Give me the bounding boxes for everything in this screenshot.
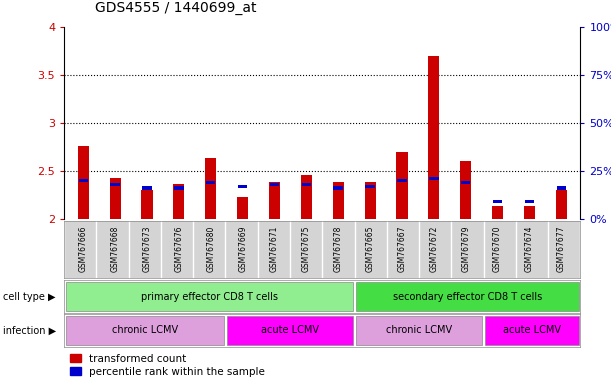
Text: secondary effector CD8 T cells: secondary effector CD8 T cells — [393, 291, 542, 302]
Bar — [174, 187, 184, 190]
Text: primary effector CD8 T cells: primary effector CD8 T cells — [141, 291, 278, 302]
Bar — [356, 316, 482, 345]
Bar — [428, 56, 439, 219]
Text: chronic LCMV: chronic LCMV — [386, 325, 452, 336]
Text: acute LCMV: acute LCMV — [503, 325, 561, 336]
Text: GSM767680: GSM767680 — [207, 225, 215, 272]
Bar — [111, 183, 120, 186]
Bar — [141, 190, 153, 219]
Bar — [270, 183, 279, 186]
Bar — [79, 179, 88, 182]
Bar — [227, 316, 353, 345]
Bar — [269, 182, 280, 219]
Text: GSM767665: GSM767665 — [365, 225, 375, 272]
Bar — [460, 161, 471, 219]
Bar — [365, 185, 375, 188]
Bar — [205, 159, 216, 219]
Text: GSM767678: GSM767678 — [334, 225, 343, 272]
Text: chronic LCMV: chronic LCMV — [112, 325, 178, 336]
Bar — [525, 200, 534, 203]
Bar — [332, 182, 344, 219]
Bar — [524, 207, 535, 219]
Bar — [142, 187, 152, 190]
Text: GSM767666: GSM767666 — [79, 225, 88, 272]
Bar — [356, 282, 579, 311]
Bar — [461, 181, 470, 184]
Text: GSM767676: GSM767676 — [174, 225, 183, 272]
Bar — [365, 182, 376, 219]
Bar — [556, 190, 567, 219]
Bar — [237, 197, 248, 219]
Text: GSM767669: GSM767669 — [238, 225, 247, 272]
Text: GSM767672: GSM767672 — [430, 225, 438, 272]
Bar — [109, 177, 121, 219]
Bar — [238, 185, 247, 188]
Bar — [429, 177, 439, 180]
Text: GSM767673: GSM767673 — [142, 225, 152, 272]
Bar — [493, 200, 502, 203]
Text: infection ▶: infection ▶ — [3, 325, 56, 336]
Bar — [78, 146, 89, 219]
Bar — [492, 207, 503, 219]
Bar — [397, 152, 408, 219]
Text: GSM767674: GSM767674 — [525, 225, 534, 272]
Bar — [557, 187, 566, 190]
Text: GSM767679: GSM767679 — [461, 225, 470, 272]
Bar — [206, 181, 216, 184]
Text: cell type ▶: cell type ▶ — [3, 291, 56, 302]
Bar — [397, 179, 407, 182]
Bar — [301, 175, 312, 219]
Bar — [174, 184, 185, 219]
Bar — [66, 282, 353, 311]
Text: GSM767675: GSM767675 — [302, 225, 311, 272]
Text: GSM767677: GSM767677 — [557, 225, 566, 272]
Text: GDS4555 / 1440699_at: GDS4555 / 1440699_at — [95, 2, 256, 15]
Legend: transformed count, percentile rank within the sample: transformed count, percentile rank withi… — [70, 353, 266, 378]
Text: GSM767671: GSM767671 — [270, 225, 279, 272]
Text: GSM767670: GSM767670 — [493, 225, 502, 272]
Bar — [66, 316, 224, 345]
Bar — [334, 187, 343, 190]
Bar — [302, 183, 311, 186]
Text: GSM767667: GSM767667 — [398, 225, 406, 272]
Text: GSM767668: GSM767668 — [111, 225, 120, 272]
Bar — [485, 316, 579, 345]
Text: acute LCMV: acute LCMV — [261, 325, 319, 336]
